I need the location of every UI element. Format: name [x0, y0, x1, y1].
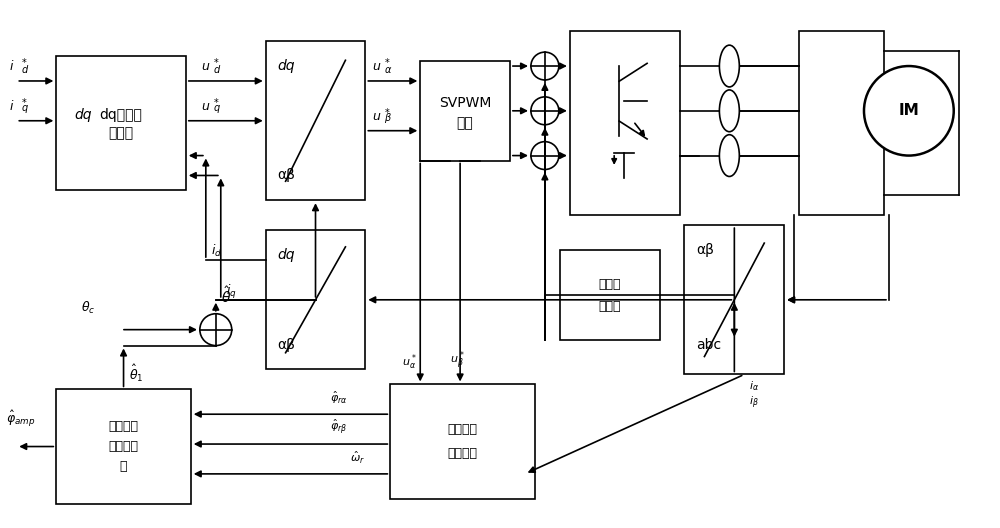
Text: $\theta_c$: $\theta_c$ — [81, 299, 96, 316]
Text: $i$: $i$ — [9, 59, 15, 73]
Text: $u^*_\alpha$: $u^*_\alpha$ — [402, 353, 417, 372]
Text: $i_q$: $i_q$ — [226, 283, 236, 301]
Text: αβ: αβ — [278, 337, 295, 352]
Circle shape — [864, 66, 954, 156]
Bar — [390, 384, 535, 499]
Text: $\hat{\theta}_1$: $\hat{\theta}_1$ — [129, 363, 143, 384]
Bar — [56, 56, 186, 191]
Text: 度计算模: 度计算模 — [109, 440, 139, 453]
Circle shape — [531, 142, 559, 169]
Text: $*$: $*$ — [21, 96, 28, 106]
Text: $u^*_\beta$: $u^*_\beta$ — [450, 350, 465, 372]
Circle shape — [531, 97, 559, 125]
Text: dq: dq — [278, 248, 295, 262]
Text: $*$: $*$ — [213, 56, 219, 66]
Text: $d$: $d$ — [21, 63, 30, 75]
Text: $i_\beta$: $i_\beta$ — [749, 394, 759, 411]
Text: dq轴电流: dq轴电流 — [100, 108, 142, 122]
Text: 调节器: 调节器 — [108, 126, 134, 140]
Text: $\beta$: $\beta$ — [384, 111, 392, 125]
Bar — [266, 230, 365, 370]
Text: $i_d$: $i_d$ — [211, 243, 222, 259]
Text: $\hat{\omega}_r$: $\hat{\omega}_r$ — [350, 450, 365, 466]
Bar — [266, 41, 365, 200]
Text: abc: abc — [696, 337, 722, 352]
Ellipse shape — [719, 135, 739, 176]
Text: $\hat{\varphi}_{amp}$: $\hat{\varphi}_{amp}$ — [6, 409, 36, 429]
Bar — [56, 389, 191, 504]
Bar — [684, 225, 784, 374]
Text: SVPWM: SVPWM — [439, 96, 491, 110]
Text: $u$: $u$ — [201, 60, 210, 73]
Bar — [560, 250, 660, 340]
Text: $\hat{\varphi}_{r\alpha}$: $\hat{\varphi}_{r\alpha}$ — [330, 390, 348, 406]
Text: $*$: $*$ — [213, 96, 219, 106]
Circle shape — [200, 314, 232, 345]
Text: $u$: $u$ — [372, 110, 382, 122]
Text: $i_\alpha$: $i_\alpha$ — [749, 380, 759, 393]
Bar — [570, 31, 680, 215]
Text: $d$: $d$ — [213, 63, 221, 75]
Text: dq: dq — [278, 59, 295, 73]
Text: 链观测器: 链观测器 — [448, 447, 478, 460]
Text: $q$: $q$ — [213, 103, 221, 115]
Text: $i$: $i$ — [9, 99, 15, 113]
Text: dq: dq — [74, 108, 92, 122]
Ellipse shape — [719, 45, 739, 87]
Text: αβ: αβ — [696, 243, 714, 257]
Text: 模块: 模块 — [457, 116, 473, 130]
Text: $u$: $u$ — [372, 60, 382, 73]
Ellipse shape — [719, 90, 739, 131]
Bar — [799, 31, 884, 215]
Bar — [420, 61, 510, 161]
Text: 幅值、角: 幅值、角 — [109, 420, 139, 433]
Circle shape — [531, 52, 559, 80]
Text: $\alpha$: $\alpha$ — [384, 65, 393, 75]
Text: $*$: $*$ — [384, 106, 391, 116]
Text: $*$: $*$ — [21, 56, 28, 66]
Text: IM: IM — [898, 103, 919, 118]
Text: $\hat{\varphi}_{r\beta}$: $\hat{\varphi}_{r\beta}$ — [330, 417, 348, 436]
Text: 转速、磁: 转速、磁 — [448, 423, 478, 436]
Text: $u$: $u$ — [201, 100, 210, 113]
Text: 块: 块 — [120, 460, 127, 473]
Text: αβ: αβ — [278, 168, 295, 183]
Text: $q$: $q$ — [21, 103, 29, 115]
Text: 死区补: 死区补 — [598, 278, 621, 291]
Text: $*$: $*$ — [384, 56, 391, 66]
Text: $\hat{\theta}$: $\hat{\theta}$ — [221, 286, 231, 306]
Text: 偿模块: 偿模块 — [598, 300, 621, 313]
